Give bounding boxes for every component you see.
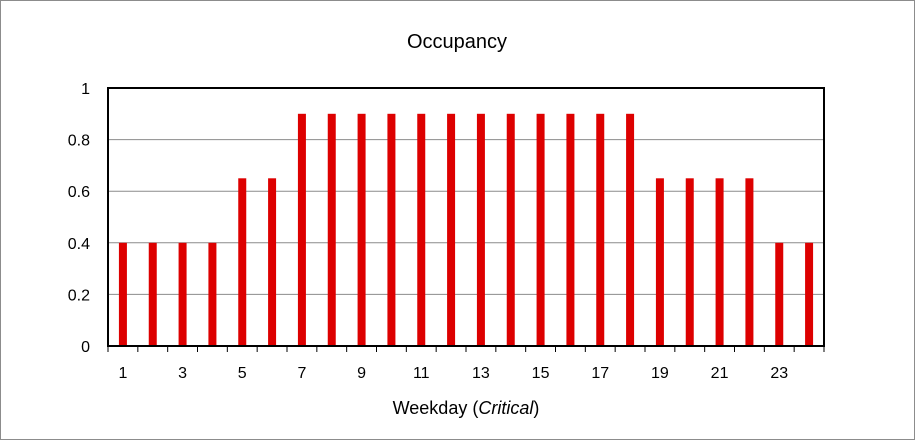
- x-tick-label: 7: [297, 365, 306, 382]
- x-tick-label: 21: [711, 365, 729, 382]
- x-tick-label: 23: [770, 365, 788, 382]
- x-tick-labels: 1 3 5 7 9 11 13 15 17 19 21 23: [118, 365, 788, 382]
- bar: [476, 113, 485, 346]
- x-tick-label: 17: [591, 365, 609, 382]
- x-tick-label: 5: [238, 365, 247, 382]
- bar: [685, 178, 694, 346]
- x-axis-title-qualifier: Critical: [478, 398, 534, 418]
- x-tick-label: 1: [118, 365, 127, 382]
- axes: [107, 87, 825, 352]
- bar: [327, 113, 336, 346]
- y-tick-label: 0.2: [68, 287, 90, 304]
- bar: [268, 178, 277, 346]
- bar: [357, 113, 366, 346]
- bar: [626, 113, 635, 346]
- y-tick-label: 0.6: [68, 184, 90, 201]
- x-tick-label: 13: [472, 365, 490, 382]
- bar: [566, 113, 575, 346]
- bar: [417, 113, 426, 346]
- x-axis-title: Weekday (Critical): [393, 398, 540, 418]
- y-tick-label: 0.4: [68, 236, 90, 253]
- y-tick-label: 0.8: [68, 133, 90, 150]
- y-tick-label: 1: [81, 81, 90, 98]
- bar: [387, 113, 396, 346]
- bar: [655, 178, 664, 346]
- bar: [536, 113, 545, 346]
- x-axis-title-open-paren: (: [467, 398, 478, 418]
- bar: [208, 242, 217, 346]
- bar: [178, 242, 187, 346]
- bar: [596, 113, 605, 346]
- chart-title: Occupancy: [407, 31, 507, 53]
- y-tick-label: 0: [81, 339, 90, 356]
- x-tick-label: 3: [178, 365, 187, 382]
- bar: [297, 113, 306, 346]
- bar: [745, 178, 754, 346]
- bar: [238, 178, 247, 346]
- bar: [506, 113, 515, 346]
- x-tick-label: 15: [532, 365, 550, 382]
- x-axis-title-main: Weekday: [393, 398, 468, 418]
- x-tick-label: 9: [357, 365, 366, 382]
- x-axis-title-close-paren: ): [533, 398, 539, 418]
- grid-lines: [108, 139, 824, 295]
- bar: [148, 242, 157, 346]
- bar: [447, 113, 456, 346]
- bar: [805, 242, 814, 346]
- y-tick-labels: 0 0.2 0.4 0.6 0.8 1: [68, 81, 90, 356]
- x-tick-label: 11: [413, 365, 430, 382]
- x-tick-label: 19: [651, 365, 669, 382]
- bar: [775, 242, 784, 346]
- bars: [118, 113, 814, 346]
- bar: [715, 178, 724, 346]
- bar: [118, 242, 127, 346]
